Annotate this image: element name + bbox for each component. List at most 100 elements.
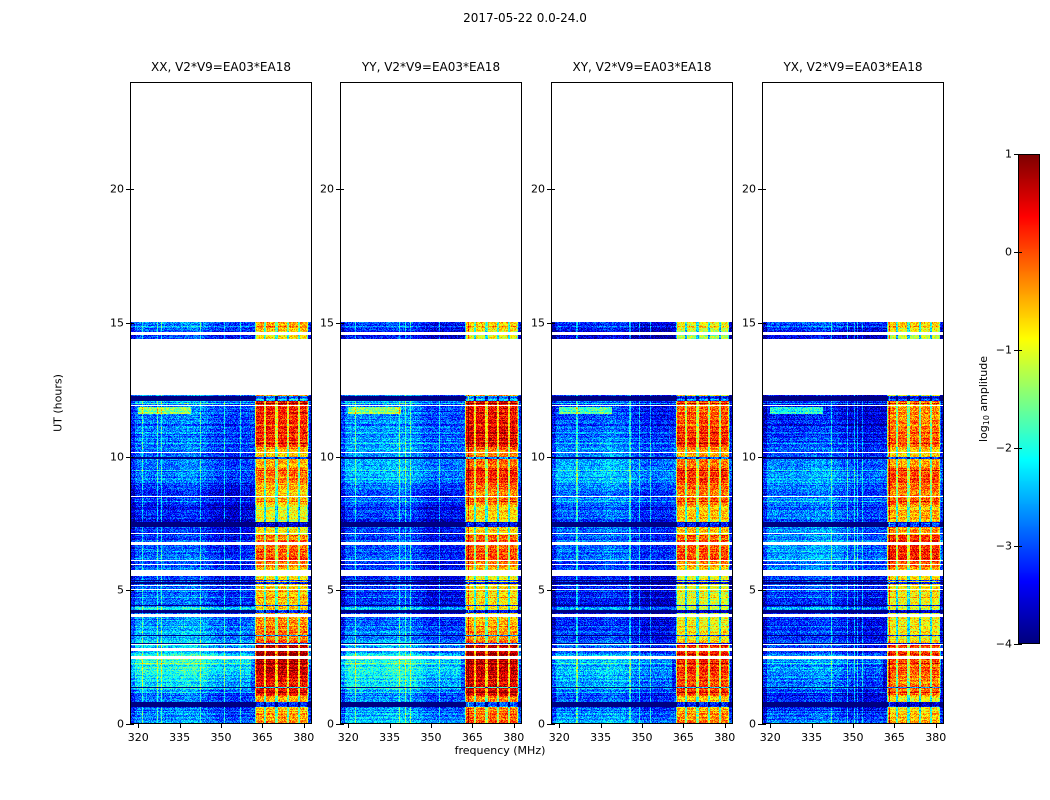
panel-yx-xtick-mark: [853, 724, 854, 728]
panel-xx-dynamic-spectrum: [131, 83, 311, 723]
panel-xx-xtick-mark: [179, 724, 181, 728]
colorbar-tick-mark: [1014, 252, 1018, 253]
colorbar-gradient: [1018, 154, 1040, 644]
panel-yy-xtick-mark: [472, 724, 474, 728]
panel-yx-xtick-mark: [811, 724, 813, 728]
panel-xy-title: XY, V2*V9=EA03*EA18: [572, 60, 712, 74]
panel-xx-axes: [130, 82, 312, 724]
panel-xx-ytick-mark: [126, 189, 130, 190]
panel-xy-ytick-mark: [547, 724, 551, 725]
panel-xy-ytick-mark-inner: [551, 322, 555, 324]
panel-yy-xtick-mark: [348, 724, 350, 728]
colorbar-tick-label: −3: [995, 539, 1012, 553]
panel-yy-ytick-label: 15: [320, 316, 334, 330]
panel-xy-ytick-mark: [547, 456, 551, 458]
panel-yx-xtick-label: 350: [842, 731, 864, 744]
panel-yx-xtick-label: 365: [883, 731, 905, 744]
panel-xx-ytick-label: 20: [110, 182, 124, 196]
panel-xy-ytick-label: 10: [531, 450, 545, 463]
x-axis-label: frequency (MHz): [454, 744, 546, 757]
panel-yx-ytick-mark: [758, 456, 762, 458]
panel-yy-ytick-mark: [336, 724, 340, 725]
panel-yx-xtick-mark: [935, 724, 937, 728]
panel-yy-title: YY, V2*V9=EA03*EA18: [361, 60, 501, 74]
panel-yy-ytick-mark-inner: [340, 322, 344, 324]
panel-yx-ytick-mark: [758, 724, 762, 725]
colorbar-tick-mark: [1014, 154, 1018, 155]
panel-xx-xtick-mark: [262, 724, 264, 728]
colorbar: −4 −3 −2 −1 0 1: [996, 148, 1040, 651]
colorbar-tick-label: 0: [1005, 245, 1012, 259]
panel-yy-xtick-label: 350: [420, 731, 442, 744]
panel-yy-ytick-mark: [336, 456, 340, 458]
panel-yy-ytick-label: 20: [320, 182, 334, 196]
panel-yx-xtick-label: 320: [759, 731, 781, 744]
panel-yx-ytick-mark-inner: [762, 322, 766, 324]
panel-xx-ytick-mark-inner: [130, 189, 134, 190]
colorbar-tick-mark-inner: [1018, 350, 1022, 351]
panel-xy-xtick-mark: [642, 724, 643, 728]
colorbar-label: log10 amplitude: [977, 356, 991, 442]
panel-xx-ytick-label: 10: [110, 450, 124, 463]
panel-yx-xtick-mark: [770, 724, 772, 728]
panel-xx-xtick-label: 365: [251, 731, 273, 744]
panel-xy-xtick-label: 320: [548, 731, 570, 744]
panel-xy-xtick-mark: [559, 724, 561, 728]
panel-xx-ytick-mark-inner: [130, 724, 134, 725]
panel-xy-xtick-mark: [600, 724, 602, 728]
panel-yy-ytick-mark-inner: [340, 590, 344, 592]
panel-yy-ytick-mark: [336, 322, 340, 324]
colorbar-tick-mark-inner: [1018, 252, 1022, 253]
panel-xy-ytick-label: 0: [538, 717, 545, 731]
colorbar-tick-mark: [1014, 546, 1018, 547]
panel-yx-title: YX, V2*V9=EA03*EA18: [783, 60, 923, 74]
colorbar-tick-mark-inner: [1018, 546, 1022, 547]
panel-yy-ytick-mark-inner: [340, 456, 344, 458]
panel-yx-ytick-mark-inner: [762, 189, 766, 190]
panel-yx-ytick-label: 15: [742, 316, 756, 330]
panel-yy-ytick-mark-inner: [340, 724, 344, 725]
panel-yy-dynamic-spectrum: [341, 83, 521, 723]
panel-yx-xtick-mark: [894, 724, 896, 728]
panel-yx-ytick-mark-inner: [762, 590, 766, 592]
panel-xx-ytick-mark: [126, 456, 130, 458]
panel-xy-ytick-label: 5: [538, 583, 545, 597]
colorbar-tick-label: −1: [995, 343, 1012, 357]
panel-yx-xtick-label: 380: [925, 731, 947, 744]
colorbar-tick-label: 1: [1005, 147, 1012, 161]
colorbar-tick-label: −4: [995, 637, 1012, 651]
panel-yx-ytick-mark: [758, 322, 762, 324]
panel-yx-ytick-mark-inner: [762, 724, 766, 725]
panel-xy-ytick-mark: [547, 189, 551, 190]
panel-xy-xtick-label: 335: [590, 731, 612, 744]
colorbar-label-prefix: log: [977, 425, 990, 443]
panel-yx-ytick-label: 0: [749, 717, 756, 731]
panel-xx-xtick-mark: [221, 724, 222, 728]
panel-xx: XX, V2*V9=EA03*EA18 0 5 10 15 20 320 335 350 365 3…: [110, 60, 314, 744]
panel-xx-xtick-mark: [303, 724, 305, 728]
panel-xx-ytick-label: 0: [117, 717, 124, 731]
panel-yx-ytick-mark-inner: [762, 456, 766, 458]
panel-xy: XY, V2*V9=EA03*EA18 0 5 10 15 20 320 335 350 365 3…: [531, 60, 735, 744]
panel-xx-ytick-mark: [126, 590, 130, 592]
colorbar-label-suffix: amplitude: [977, 355, 990, 416]
panel-yy-xtick-mark: [431, 724, 432, 728]
panel-yy-ytick-label: 5: [327, 583, 334, 597]
panel-yx-ytick-label: 20: [742, 182, 756, 196]
panel-yy-ytick-mark-inner: [340, 189, 344, 190]
panel-xy-dynamic-spectrum: [552, 83, 732, 723]
panel-xy-ytick-mark-inner: [551, 724, 555, 725]
panel-xx-xtick-label: 320: [127, 731, 149, 744]
panel-yy-xtick-mark: [389, 724, 391, 728]
panel-yy-xtick-label: 320: [337, 731, 359, 744]
panel-xy-ytick-mark-inner: [551, 189, 555, 190]
panel-yy-ytick-mark: [336, 590, 340, 592]
panel-xx-title: XX, V2*V9=EA03*EA18: [151, 60, 291, 74]
panel-xx-ytick-mark: [126, 724, 130, 725]
panel-yx-dynamic-spectrum: [763, 83, 943, 723]
panel-yy-xtick-label: 365: [461, 731, 483, 744]
colorbar-tick-mark-inner: [1018, 448, 1022, 449]
panel-yx-ytick-label: 5: [749, 583, 756, 597]
panel-yy: YY, V2*V9=EA03*EA18 0 5 10 15 20 320 335 350 365 3…: [320, 60, 524, 744]
panel-xx-xtick-label: 350: [210, 731, 232, 744]
